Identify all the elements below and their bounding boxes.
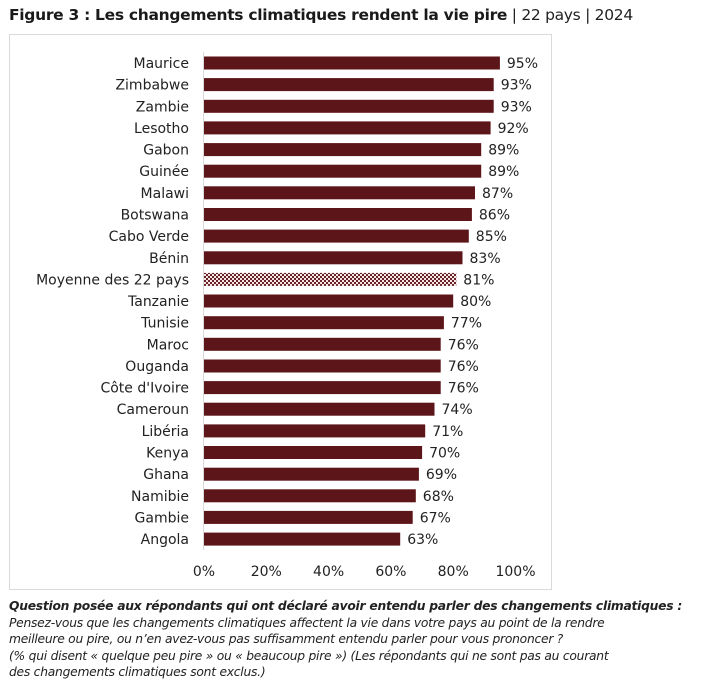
value-label: 93% [501, 99, 532, 115]
figure-title-meta: | 22 pays | 2024 [507, 6, 633, 24]
value-label: 83% [470, 251, 501, 267]
x-tick-label: 20% [251, 564, 282, 580]
value-label: 95% [507, 56, 538, 72]
category-label: Moyenne des 22 pays [36, 272, 189, 288]
category-label: Zimbabwe [115, 78, 189, 94]
footnote: Question posée aux répondants qui ont dé… [9, 598, 717, 681]
category-label: Ghana [143, 467, 189, 483]
bars-group [204, 56, 500, 546]
category-label: Tunisie [140, 316, 189, 332]
category-label: Botswana [121, 208, 189, 224]
value-label: 77% [451, 316, 482, 332]
footnote-line-2: meilleure ou pire, ou n’en avez-vous pas… [9, 632, 564, 646]
bar-chart: Maurice Zimbabwe Zambie Lesotho Gabon Guinée M… [36, 52, 538, 580]
value-label: 67% [420, 510, 451, 526]
bar [204, 229, 469, 243]
bar [204, 143, 482, 157]
category-label: Maroc [147, 337, 189, 353]
bar [204, 446, 423, 459]
bar [204, 78, 494, 92]
value-label: 86% [479, 208, 510, 224]
category-label: Cameroun [117, 402, 189, 418]
category-label: Côte d'Ivoire [100, 381, 189, 397]
bar [204, 56, 500, 70]
value-label: 68% [423, 489, 454, 505]
category-label: Cabo Verde [109, 229, 189, 245]
footnote-question: Question posée aux répondants qui ont dé… [9, 599, 683, 613]
category-label: Ouganda [125, 359, 189, 375]
figure-title-main: Figure 3 : Les changements climatiques r… [9, 6, 508, 24]
category-label: Lesotho [134, 121, 189, 137]
value-label: 71% [432, 424, 463, 440]
category-label: Bénin [149, 251, 189, 267]
bar [204, 294, 454, 308]
bar [204, 208, 472, 221]
x-tick-label: 40% [313, 564, 344, 580]
bar-average [204, 272, 457, 286]
value-label: 69% [426, 467, 457, 483]
category-label: Kenya [146, 446, 189, 462]
value-label: 93% [501, 78, 532, 94]
x-axis-ticks: 0% 20% 40% 60% 80% 100% [193, 564, 536, 580]
x-tick-label: 100% [495, 564, 535, 580]
category-label: Maurice [134, 56, 190, 72]
category-label: Tanzanie [127, 294, 189, 310]
bar [204, 467, 419, 481]
category-label: Gabon [143, 143, 189, 159]
bar [204, 186, 475, 200]
bar [204, 164, 482, 178]
bar [204, 489, 416, 503]
bar [204, 251, 463, 265]
category-label: Angola [141, 532, 189, 548]
value-label: 70% [429, 446, 460, 462]
bar [204, 510, 413, 524]
footnote-line-4: des changements climatiques sont exclus.… [9, 665, 266, 679]
bar [204, 532, 401, 546]
category-label: Libéria [142, 424, 189, 440]
bar [204, 99, 494, 113]
category-label: Guinée [139, 164, 189, 180]
bar [204, 402, 435, 416]
chart-frame [9, 34, 552, 590]
value-label: 76% [448, 381, 479, 397]
category-labels: Maurice Zimbabwe Zambie Lesotho Gabon Guinée M… [36, 56, 189, 548]
category-label: Gambie [135, 510, 189, 526]
value-label: 76% [448, 359, 479, 375]
x-tick-label: 80% [438, 564, 469, 580]
footnote-line-1: Pensez-vous que les changements climatiq… [9, 615, 605, 630]
figure-title: Figure 3 : Les changements climatiques r… [9, 6, 633, 24]
bar [204, 337, 441, 351]
bar [204, 381, 441, 395]
value-label: 89% [488, 143, 519, 159]
bar [204, 359, 441, 373]
value-label: 92% [498, 121, 529, 137]
value-label: 76% [448, 337, 479, 353]
bar [204, 316, 444, 330]
value-label: 81% [463, 272, 494, 288]
category-label: Namibie [131, 489, 189, 505]
value-label: 87% [482, 186, 513, 202]
value-labels: 95% 93% 93% 92% 89% 89% 87% 86% 85% 83% 81% 80% 77% 7… [407, 56, 538, 548]
x-tick-label: 0% [193, 564, 215, 580]
value-label: 89% [488, 164, 519, 180]
value-label: 74% [442, 402, 473, 418]
value-label: 85% [476, 229, 507, 245]
bar [204, 424, 426, 438]
footnote-line-3: (% qui disent « quelque peu pire » ou « … [9, 648, 609, 663]
category-label: Malawi [141, 186, 189, 202]
x-tick-label: 60% [375, 564, 406, 580]
bar [204, 121, 491, 135]
category-label: Zambie [136, 99, 189, 115]
value-label: 80% [460, 294, 491, 310]
value-label: 63% [407, 532, 438, 548]
